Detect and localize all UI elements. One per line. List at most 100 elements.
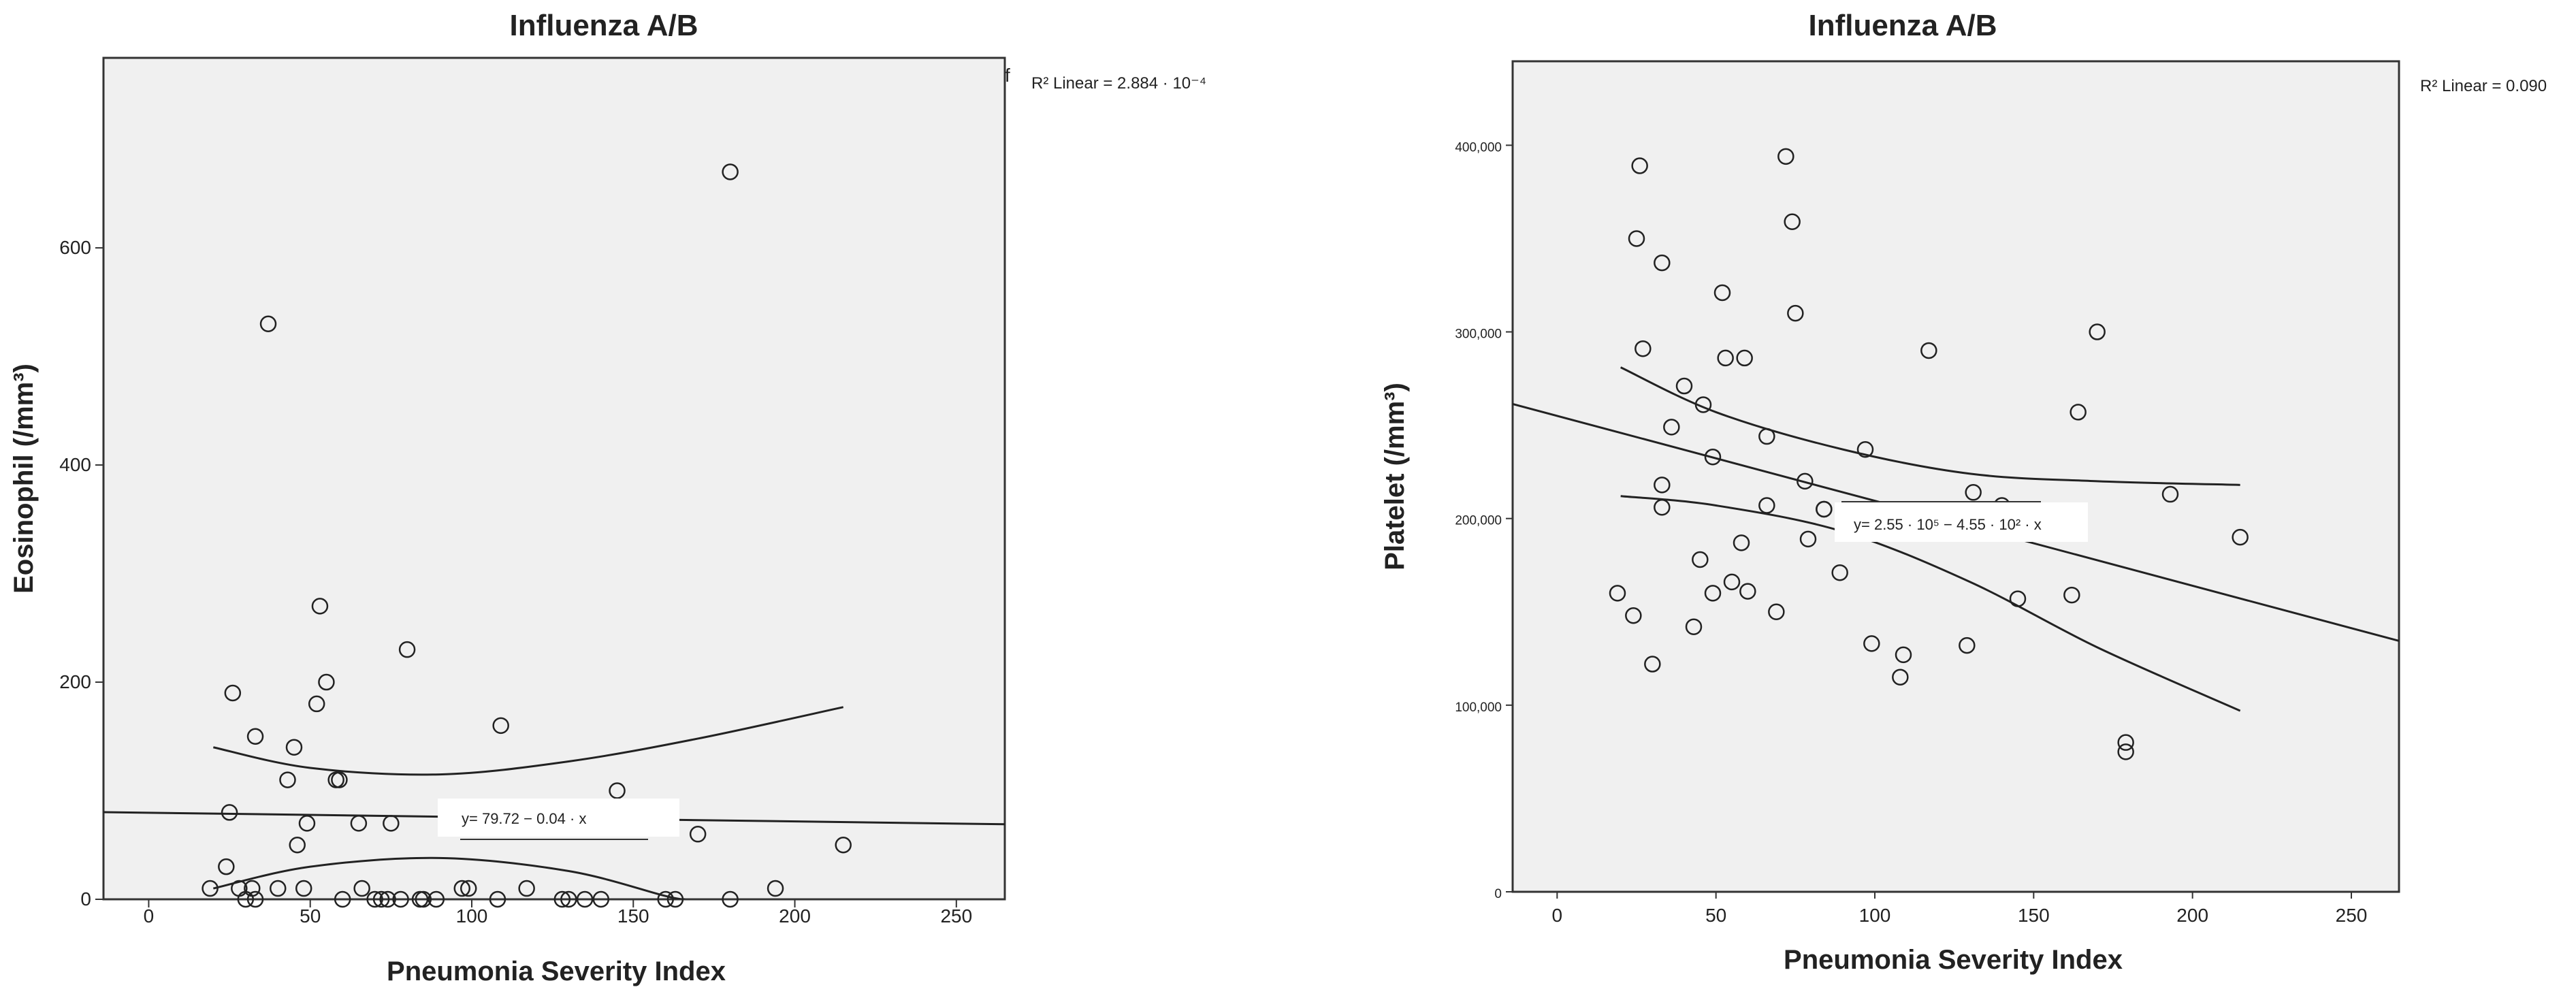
data-point [2232, 528, 2249, 546]
data-point [246, 890, 264, 908]
y-tick-label: 200,000 [1455, 514, 1502, 528]
data-point [1654, 498, 1671, 516]
data-point [295, 880, 312, 897]
data-point [398, 641, 416, 658]
data-point [1739, 583, 1756, 600]
data-point [1723, 573, 1741, 591]
x-tick-label: 0 [1552, 905, 1563, 926]
data-point [259, 315, 277, 332]
data-point [289, 837, 306, 854]
x-tick-label: 0 [144, 905, 155, 927]
data-point [1965, 484, 1982, 501]
data-point [379, 890, 396, 908]
chart-title: Influenza A/B [1808, 9, 1997, 42]
data-point [1816, 500, 1833, 518]
x-tick-label: 150 [617, 905, 649, 927]
data-point [1654, 254, 1671, 272]
x-tick-label: 50 [1705, 905, 1726, 926]
equation-box [438, 799, 679, 837]
data-point [1895, 646, 1912, 664]
data-point [1704, 448, 1722, 466]
x-tick-label: 50 [300, 905, 321, 927]
data-point [1920, 342, 1937, 359]
equation-box [1835, 502, 2088, 542]
data-point [492, 717, 509, 735]
y-tick-label: 600 [59, 237, 91, 258]
confidence-band-upper [213, 706, 844, 776]
data-point [1863, 635, 1880, 652]
data-point [415, 890, 432, 908]
data-point [592, 890, 610, 908]
y-axis-label: Eosinophil (/mm³) [9, 364, 39, 594]
data-point [1717, 349, 1734, 367]
data-point [1797, 472, 1814, 490]
data-point [1663, 419, 1680, 436]
data-point [392, 890, 409, 908]
chart-title: Influenza A/B [509, 9, 698, 42]
confidence-band-upper [1620, 366, 2240, 486]
data-point [353, 880, 370, 897]
y-tick-label: 400,000 [1455, 140, 1502, 155]
data-point [1758, 497, 1775, 514]
y-tick-label: 200 [59, 671, 91, 692]
data-point [1692, 551, 1709, 568]
data-point [2117, 743, 2134, 760]
x-axis-label: Pneumonia Severity Index [1784, 945, 2123, 975]
x-tick-label: 250 [2336, 905, 2368, 926]
plot-area [1511, 60, 2400, 893]
x-tick-label: 200 [2176, 905, 2208, 926]
data-point [657, 890, 674, 908]
data-point [2009, 590, 2027, 607]
data-point [224, 684, 242, 702]
data-point [1704, 585, 1722, 602]
y-tick-label: 0 [80, 888, 91, 910]
data-point [1733, 534, 1750, 551]
chart-marks: 0 50 100 150 200 250 0 100,000 200,000 300,000 400… [1455, 140, 2399, 926]
data-point [1856, 440, 1874, 458]
r2-linear-label: R² Linear = 2.884 · 10⁻⁴ [1031, 74, 1206, 93]
plot-area [102, 57, 1006, 901]
data-point [428, 890, 445, 908]
data-point [285, 739, 303, 756]
data-point [331, 771, 348, 788]
data-point [246, 728, 264, 745]
data-point [1635, 340, 1652, 357]
x-tick-label: 100 [1859, 905, 1891, 926]
data-point [308, 695, 325, 713]
data-point [1959, 637, 1976, 654]
data-point [722, 163, 739, 180]
data-point [366, 890, 383, 908]
data-point [1736, 349, 1753, 367]
regression-equation: y= 79.72 − 0.04 · x [462, 810, 586, 827]
data-point [1713, 284, 1731, 302]
data-point [689, 826, 707, 843]
data-point [298, 815, 316, 832]
stray-mark: f [1005, 65, 1010, 86]
data-point [1787, 304, 1804, 322]
data-point [2117, 734, 2134, 751]
x-tick-label: 250 [940, 905, 972, 927]
data-point [1799, 530, 1817, 548]
data-point [1609, 585, 1626, 602]
data-point [350, 815, 368, 832]
data-point [1831, 564, 1848, 581]
data-point [1777, 148, 1794, 165]
data-point [244, 880, 261, 897]
data-point [1694, 396, 1712, 413]
data-point [1675, 377, 1693, 395]
data-point [2070, 404, 2087, 421]
data-point [1892, 669, 1909, 686]
data-point [202, 880, 219, 897]
r2-linear-label: R² Linear = 0.090 [2420, 77, 2547, 95]
y-tick-label: 300,000 [1455, 327, 1502, 342]
data-point [1644, 656, 1661, 673]
data-point [2089, 323, 2106, 340]
data-point [218, 858, 235, 875]
data-point [489, 890, 506, 908]
x-tick-label: 100 [456, 905, 488, 927]
data-point [835, 837, 852, 854]
x-tick-label: 150 [2018, 905, 2050, 926]
data-point [1654, 477, 1671, 494]
data-point [518, 880, 535, 897]
